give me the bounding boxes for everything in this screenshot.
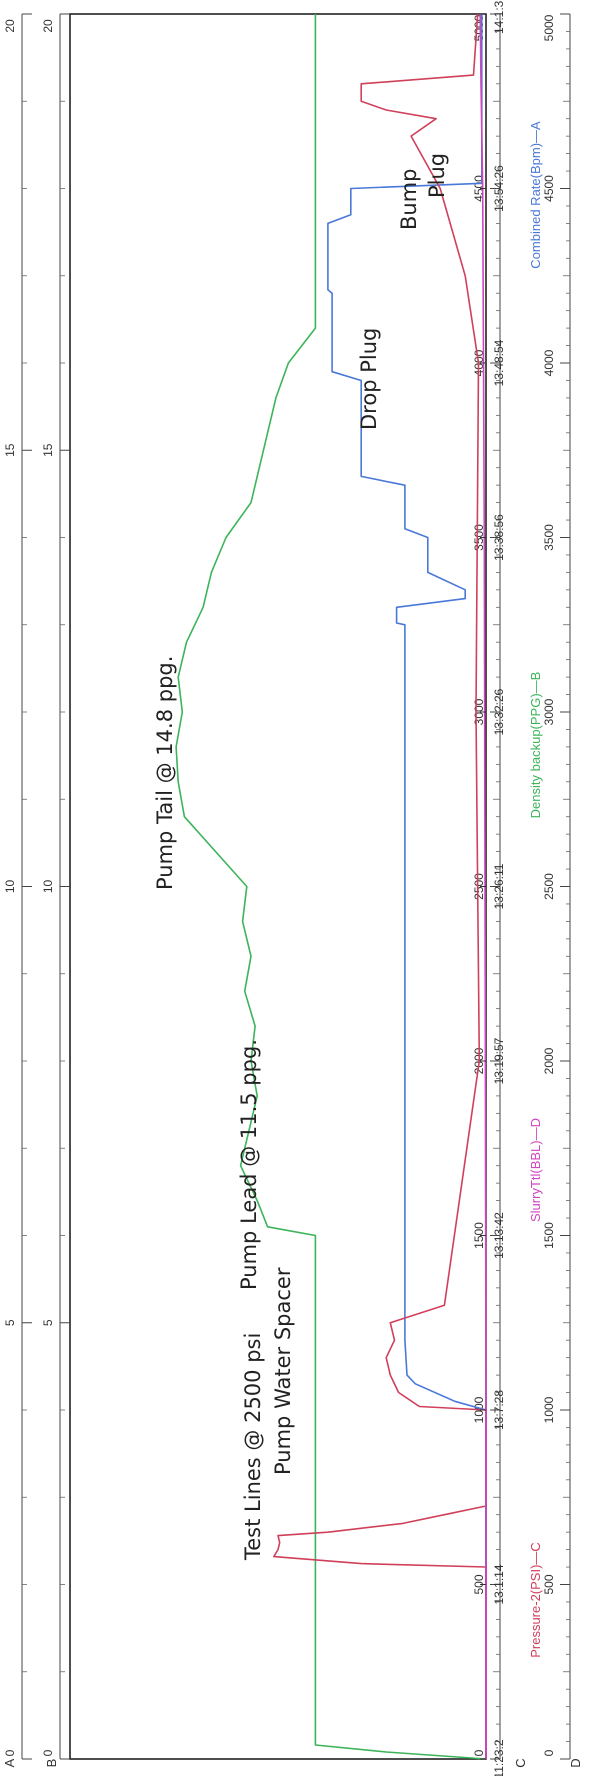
- axis-d-tick-label: 2000: [542, 1047, 556, 1074]
- legend-entry: Density backup(PPG)—B: [528, 672, 543, 819]
- legend-layer: Pressure-2(PSI)—C SlurryTtl(BBL)—D Density…: [528, 121, 543, 1658]
- axis-c-tick-label: 3500: [472, 524, 486, 551]
- x-tick-label: 13:1:14: [492, 1564, 506, 1604]
- x-tick-label: 13:54:26: [492, 165, 506, 212]
- x-tick-label: 13:7:28: [492, 1390, 506, 1430]
- annotation-layer: Test Lines @ 2500 psi Pump Water Spacer …: [153, 153, 449, 1561]
- axis-b-tick-label: 0: [41, 1749, 55, 1756]
- series-line: [175, 14, 487, 1760]
- legend-entry: Combined Rate(Bpm)—A: [528, 121, 543, 269]
- axis-d-tick-label: 500: [542, 1574, 556, 1594]
- axis-d-tick-label: 4000: [542, 349, 556, 376]
- annotation-test-lines: Test Lines @ 2500 psi: [241, 1333, 265, 1561]
- axis-d-tick-label: 4500: [542, 175, 556, 202]
- annotation-pump-lead: Pump Lead @ 11.5 ppg.: [237, 1039, 261, 1290]
- axis-c-tick-label: 0: [472, 1749, 486, 1756]
- annotation-plug: Plug: [425, 153, 449, 198]
- axis-c-tick-label: 500: [472, 1574, 486, 1594]
- axis-a-tick-label: 15: [3, 443, 17, 457]
- series-layer: [175, 13, 487, 1760]
- axis-a-tick-label: 0: [3, 1749, 17, 1756]
- x-tick-label: 14:1:36: [492, 0, 506, 34]
- axis-a-tick-label: 10: [3, 880, 17, 894]
- axis-d-tick-label: 0: [542, 1749, 556, 1756]
- annotation-pump-tail: Pump Tail @ 14.8 ppg.: [153, 656, 177, 890]
- legend-entry: SlurryTtl(BBL)—D: [528, 1118, 543, 1222]
- annotation-bump: Bump: [397, 168, 421, 230]
- axis-b-tick-label: 15: [41, 443, 55, 457]
- x-tick-label: 11:23:2: [492, 1739, 506, 1776]
- x-tick-label: 13:13:42: [492, 1212, 506, 1259]
- x-tick-label: 13:32:26: [492, 688, 506, 735]
- axis-d-tick-label: 1500: [542, 1222, 556, 1249]
- x-tick-label: 13:19:57: [492, 1037, 506, 1084]
- axis-letter-d: D: [568, 1758, 583, 1767]
- axis-c-tick-label: 2500: [472, 873, 486, 900]
- axis-d-tick-label: 3500: [542, 524, 556, 551]
- x-tick-label: 13:26:11: [492, 863, 506, 909]
- axis-letter-c: C: [513, 1758, 528, 1767]
- series-line: [272, 13, 487, 1759]
- axis-letter-b: B: [44, 1759, 59, 1768]
- plot-frame: [69, 13, 487, 1760]
- axis-letter-layer: A B C D: [2, 1758, 583, 1767]
- series-line: [327, 14, 487, 1759]
- annotation-drop-plug: Drop Plug: [357, 328, 381, 430]
- legend-entry: Pressure-2(PSI)—C: [528, 1542, 543, 1658]
- axis-d-tick-label: 3000: [542, 698, 556, 725]
- axis-b-tick-label: 20: [41, 19, 55, 33]
- axis-letter-a: A: [2, 1758, 17, 1767]
- axis-a-tick-label: 5: [3, 1319, 17, 1326]
- x-tick-label: 13:48:54: [492, 339, 506, 386]
- axis-b-tick-label: 10: [41, 880, 55, 894]
- axis-b-tick-label: 5: [41, 1319, 55, 1326]
- axis-d-tick-label: 2500: [542, 873, 556, 900]
- axis-c-tick-label: 1500: [472, 1222, 486, 1249]
- left-axis-layer: 0 5 10 15 20 0 5 10 15 20: [3, 13, 70, 1760]
- annotation-pump-water-spacer: Pump Water Spacer: [271, 1267, 295, 1475]
- axis-a-tick-label: 20: [3, 19, 17, 33]
- x-tick-layer: 11:23:2 13:1:14 13:7:28 13:13:42 13:19:57 13:…: [480, 0, 506, 1779]
- axis-c-tick-label: 5000: [472, 14, 486, 41]
- axis-d-tick-label: 1000: [542, 1396, 556, 1423]
- x-tick-label: 13:38:56: [492, 514, 506, 561]
- axis-d-tick-label: 5000: [542, 14, 556, 41]
